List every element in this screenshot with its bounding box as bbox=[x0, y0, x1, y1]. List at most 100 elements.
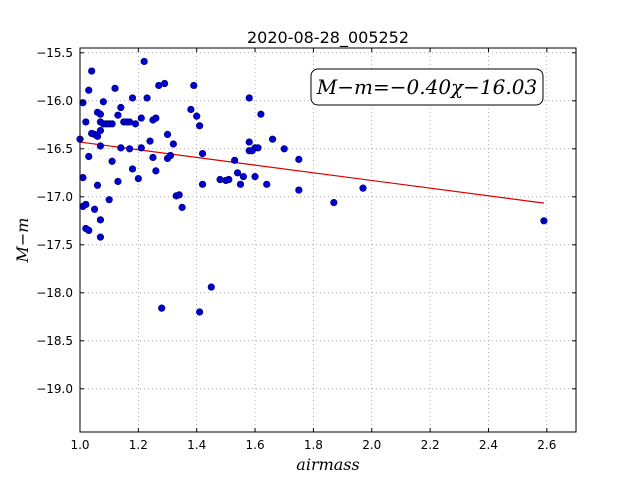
data-point bbox=[131, 120, 140, 128]
data-point bbox=[85, 86, 93, 94]
fit-equation-box: M−m=−0.40χ−16.03 bbox=[310, 68, 544, 106]
data-point bbox=[90, 205, 99, 213]
data-point bbox=[196, 308, 204, 316]
x-tick-label: 2.0 bbox=[362, 438, 381, 452]
x-tick-label: 2.4 bbox=[479, 438, 498, 452]
x-tick-label: 2.6 bbox=[537, 438, 556, 452]
data-point bbox=[158, 304, 166, 312]
data-point bbox=[128, 94, 137, 102]
y-tick-label: −16.5 bbox=[36, 142, 73, 156]
data-point bbox=[137, 144, 145, 152]
data-point bbox=[152, 167, 160, 175]
x-axis-label: airmass bbox=[296, 455, 359, 474]
data-point bbox=[149, 153, 157, 162]
y-tick-label: −18.5 bbox=[36, 334, 73, 348]
fit-line-layer bbox=[79, 141, 544, 204]
data-point bbox=[82, 200, 90, 209]
data-point bbox=[105, 196, 113, 204]
grid-lines bbox=[80, 48, 576, 432]
axis-ticks: 1.0 1.2 1.4 1.6 1.8 2.0 2.2 2.4 2.6 −15.5 −16.0 −16… bbox=[36, 46, 576, 452]
data-point bbox=[96, 126, 105, 135]
data-point bbox=[140, 57, 148, 66]
data-point bbox=[93, 132, 102, 140]
data-point bbox=[330, 198, 338, 207]
data-point bbox=[114, 177, 122, 186]
plot-area bbox=[80, 48, 576, 432]
data-point bbox=[540, 217, 548, 225]
x-tick-label: 1.2 bbox=[129, 438, 148, 452]
x-tick-label: 1.0 bbox=[70, 438, 89, 452]
y-tick-label: −17.0 bbox=[36, 190, 73, 204]
data-point bbox=[207, 283, 215, 291]
data-point bbox=[257, 110, 265, 118]
data-point bbox=[85, 226, 93, 234]
data-point bbox=[193, 112, 201, 120]
data-point bbox=[93, 181, 102, 189]
data-point bbox=[251, 173, 259, 181]
plot-frame bbox=[79, 47, 577, 433]
data-point bbox=[236, 180, 245, 188]
data-point bbox=[143, 94, 151, 102]
data-point bbox=[166, 151, 175, 160]
data-point bbox=[263, 180, 271, 188]
data-point bbox=[134, 174, 142, 183]
data-point bbox=[190, 81, 198, 90]
data-point bbox=[233, 169, 242, 177]
data-point bbox=[216, 175, 224, 184]
y-tick-label: −18.0 bbox=[36, 286, 73, 300]
data-point bbox=[295, 155, 303, 163]
data-point bbox=[163, 130, 172, 138]
data-point bbox=[79, 174, 87, 182]
x-tick-label: 1.8 bbox=[304, 438, 323, 452]
data-point bbox=[88, 67, 96, 75]
data-point bbox=[96, 142, 105, 150]
data-point bbox=[128, 165, 137, 173]
data-point bbox=[225, 175, 233, 184]
x-tick-label: 1.4 bbox=[187, 438, 206, 452]
data-point bbox=[96, 110, 105, 118]
data-point bbox=[280, 145, 288, 153]
data-point bbox=[137, 114, 145, 122]
data-point bbox=[99, 98, 107, 106]
data-point bbox=[146, 137, 154, 145]
fit-line bbox=[79, 141, 544, 204]
data-point bbox=[359, 184, 367, 192]
data-point bbox=[231, 156, 239, 164]
data-point bbox=[198, 150, 207, 158]
data-point bbox=[295, 186, 303, 194]
data-point bbox=[82, 118, 90, 126]
data-point bbox=[108, 120, 116, 128]
data-point bbox=[254, 144, 262, 152]
data-point bbox=[187, 105, 195, 114]
fit-equation: M−m=−0.40χ−16.03 bbox=[316, 75, 537, 99]
data-point bbox=[96, 233, 105, 241]
data-point bbox=[85, 152, 93, 161]
data-point bbox=[111, 84, 119, 92]
y-tick-label: −17.5 bbox=[36, 238, 73, 252]
y-axis-label: M−m bbox=[13, 218, 32, 264]
data-point bbox=[152, 114, 160, 122]
data-point bbox=[117, 144, 125, 152]
data-point bbox=[239, 173, 247, 181]
data-point bbox=[196, 122, 204, 130]
fit-equation-frame bbox=[310, 68, 544, 106]
x-tick-label: 1.6 bbox=[246, 438, 265, 452]
data-point bbox=[96, 216, 105, 224]
x-tick-label: 2.2 bbox=[421, 438, 440, 452]
data-point bbox=[175, 191, 183, 199]
data-point bbox=[169, 140, 177, 148]
y-tick-label: −19.0 bbox=[36, 382, 73, 396]
data-point bbox=[268, 135, 277, 143]
data-point bbox=[178, 203, 186, 211]
data-point bbox=[126, 145, 134, 153]
data-point bbox=[198, 180, 207, 188]
data-point bbox=[161, 79, 169, 88]
data-point bbox=[108, 157, 116, 165]
data-point bbox=[117, 103, 125, 112]
y-tick-label: −15.5 bbox=[36, 46, 73, 60]
data-points bbox=[76, 57, 548, 316]
data-point bbox=[245, 138, 253, 146]
y-tick-label: −16.0 bbox=[36, 94, 73, 108]
chart-title: 2020-08-28_005252 bbox=[247, 28, 409, 48]
